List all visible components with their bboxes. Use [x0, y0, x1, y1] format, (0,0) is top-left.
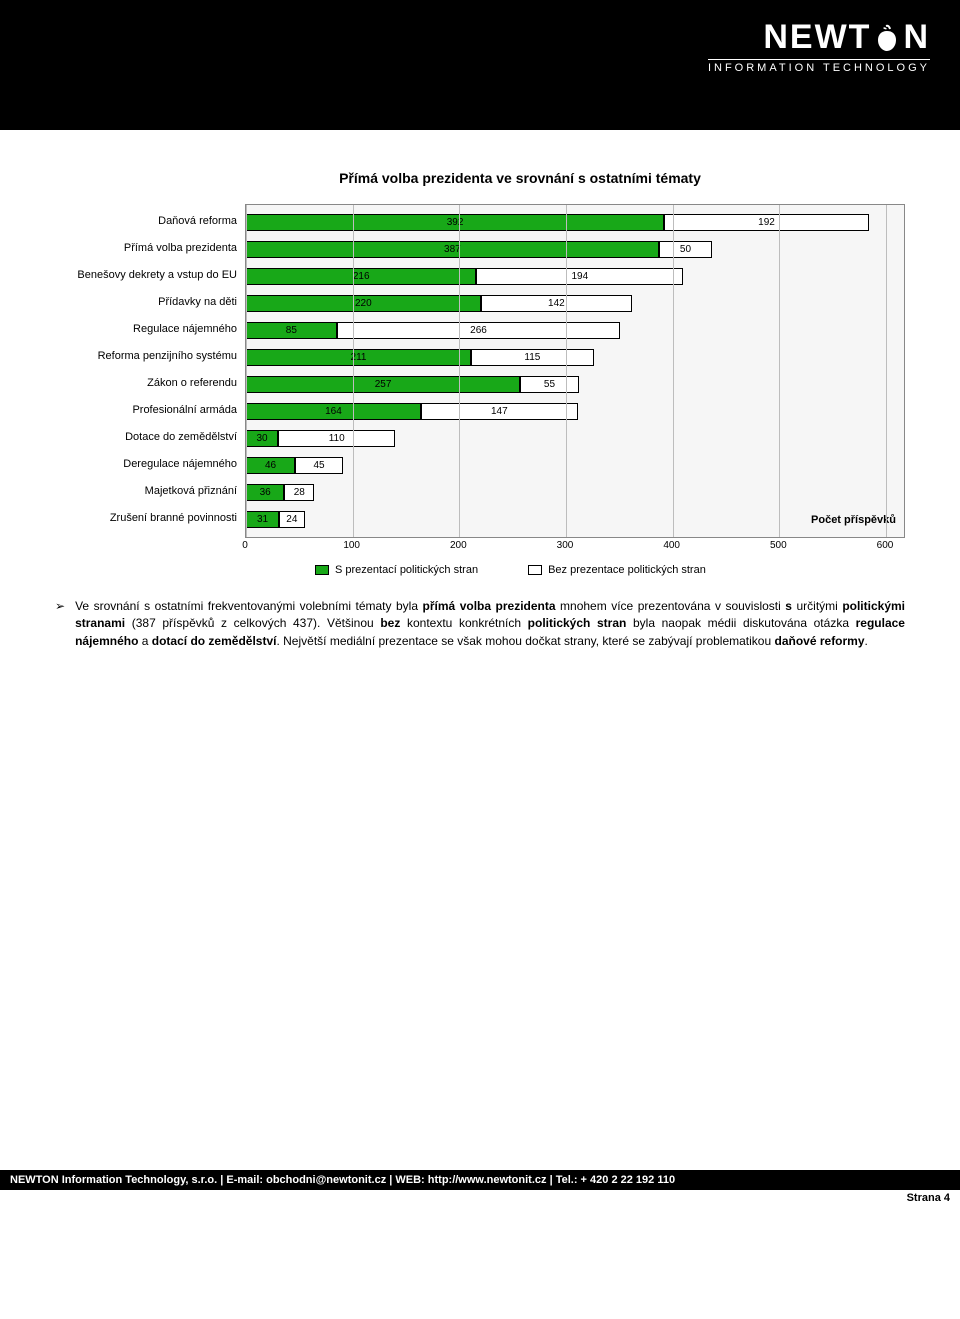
bar-row: 25755: [246, 371, 904, 398]
y-label: Dotace do zemědělství: [55, 424, 245, 451]
legend: S prezentací politických stran Bez preze…: [315, 564, 905, 576]
bar-row: 220142: [246, 290, 904, 317]
bar-segment: 216: [246, 268, 476, 285]
bar-segment: 142: [481, 295, 632, 312]
x-tick: 100: [343, 540, 360, 551]
bar-row: 3628: [246, 479, 904, 506]
header-band: NEWT N INFORMATION TECHNOLOGY: [0, 0, 960, 130]
bar-segment: 115: [471, 349, 594, 366]
chart-plot: 3921923875021619422014285266211115257551…: [245, 204, 905, 538]
footer-band: NEWTON Information Technology, s.r.o. | …: [0, 1170, 960, 1190]
bars-area: 3921923875021619422014285266211115257551…: [246, 205, 904, 537]
x-tick: 0: [242, 540, 248, 551]
bar-row: 3124 Počet příspěvků: [246, 506, 904, 533]
bar-segment: 24: [279, 511, 305, 528]
bar-row: 38750: [246, 236, 904, 263]
x-tick: 300: [557, 540, 574, 551]
bar-segment: 46: [246, 457, 295, 474]
x-tick: 200: [450, 540, 467, 551]
logo: NEWT N INFORMATION TECHNOLOGY: [708, 18, 930, 74]
apple-icon: [873, 23, 901, 53]
logo-text-1: NEWT: [763, 18, 871, 57]
y-label: Zákon o referendu: [55, 370, 245, 397]
legend-item-1: S prezentací politických stran: [315, 564, 478, 576]
x-tick: 600: [877, 540, 894, 551]
bar-segment: 31: [246, 511, 279, 528]
page-number: Strana 4: [0, 1190, 960, 1216]
y-label: Majetková přiznání: [55, 478, 245, 505]
bar-segment: 194: [476, 268, 683, 285]
bullet-text: ➢Ve srovnání s ostatními frekventovanými…: [55, 598, 905, 650]
bar-row: 4645: [246, 452, 904, 479]
bar-segment: 192: [664, 214, 869, 231]
bar-segment: 28: [284, 484, 314, 501]
bar-segment: 266: [337, 322, 621, 339]
bar-segment: 257: [246, 376, 520, 393]
chart-title: Přímá volba prezidenta ve srovnání s ost…: [135, 170, 905, 186]
y-label: Přímá volba prezidenta: [55, 235, 245, 262]
bar-segment: 387: [246, 241, 659, 258]
bullet-row: ➢Ve srovnání s ostatními frekventovanými…: [55, 598, 905, 650]
bar-segment: 45: [295, 457, 343, 474]
bar-segment: 110: [278, 430, 395, 447]
bar-row: 30110: [246, 425, 904, 452]
y-label: Benešovy dekrety a vstup do EU: [55, 262, 245, 289]
bar-segment: 85: [246, 322, 337, 339]
y-label: Regulace nájemného: [55, 316, 245, 343]
chart: Daňová reformaPřímá volba prezidentaBene…: [55, 204, 905, 538]
logo-main: NEWT N: [708, 18, 930, 57]
bullet-icon: ➢: [55, 598, 65, 650]
footer: NEWTON Information Technology, s.r.o. | …: [0, 1170, 960, 1216]
bar-segment: 211: [246, 349, 471, 366]
y-label: Zrušení branné povinnosti: [55, 505, 245, 532]
x-tick: 500: [770, 540, 787, 551]
bar-segment: 50: [659, 241, 712, 258]
legend-swatch-1: [315, 565, 329, 575]
bar-segment: 36: [246, 484, 284, 501]
bar-row: 85266: [246, 317, 904, 344]
bar-row: 392192: [246, 209, 904, 236]
bar-segment: 55: [520, 376, 579, 393]
bar-segment: 220: [246, 295, 481, 312]
legend-label-2: Bez prezentace politických stran: [548, 564, 706, 576]
y-axis-labels: Daňová reformaPřímá volba prezidentaBene…: [55, 204, 245, 538]
legend-label-1: S prezentací politických stran: [335, 564, 478, 576]
y-label: Přídavky na děti: [55, 289, 245, 316]
y-label: Deregulace nájemného: [55, 451, 245, 478]
bullet-body: Ve srovnání s ostatními frekventovanými …: [75, 598, 905, 650]
bar-segment: 164: [246, 403, 421, 420]
bar-segment: 30: [246, 430, 278, 447]
note-label: Počet příspěvků: [811, 514, 896, 526]
bar-segment: 392: [246, 214, 664, 231]
y-label: Daňová reforma: [55, 208, 245, 235]
y-label: Reforma penzijního systému: [55, 343, 245, 370]
logo-text-2: N: [903, 18, 930, 57]
x-tick: 400: [663, 540, 680, 551]
bar-row: 164147: [246, 398, 904, 425]
page-content: Přímá volba prezidenta ve srovnání s ost…: [0, 130, 960, 650]
bar-row: 211115: [246, 344, 904, 371]
x-axis: 0100200300400500600: [245, 538, 885, 556]
logo-sub: INFORMATION TECHNOLOGY: [708, 59, 930, 74]
legend-item-2: Bez prezentace politických stran: [528, 564, 706, 576]
bar-row: 216194: [246, 263, 904, 290]
y-label: Profesionální armáda: [55, 397, 245, 424]
legend-swatch-2: [528, 565, 542, 575]
bar-segment: 147: [421, 403, 578, 420]
